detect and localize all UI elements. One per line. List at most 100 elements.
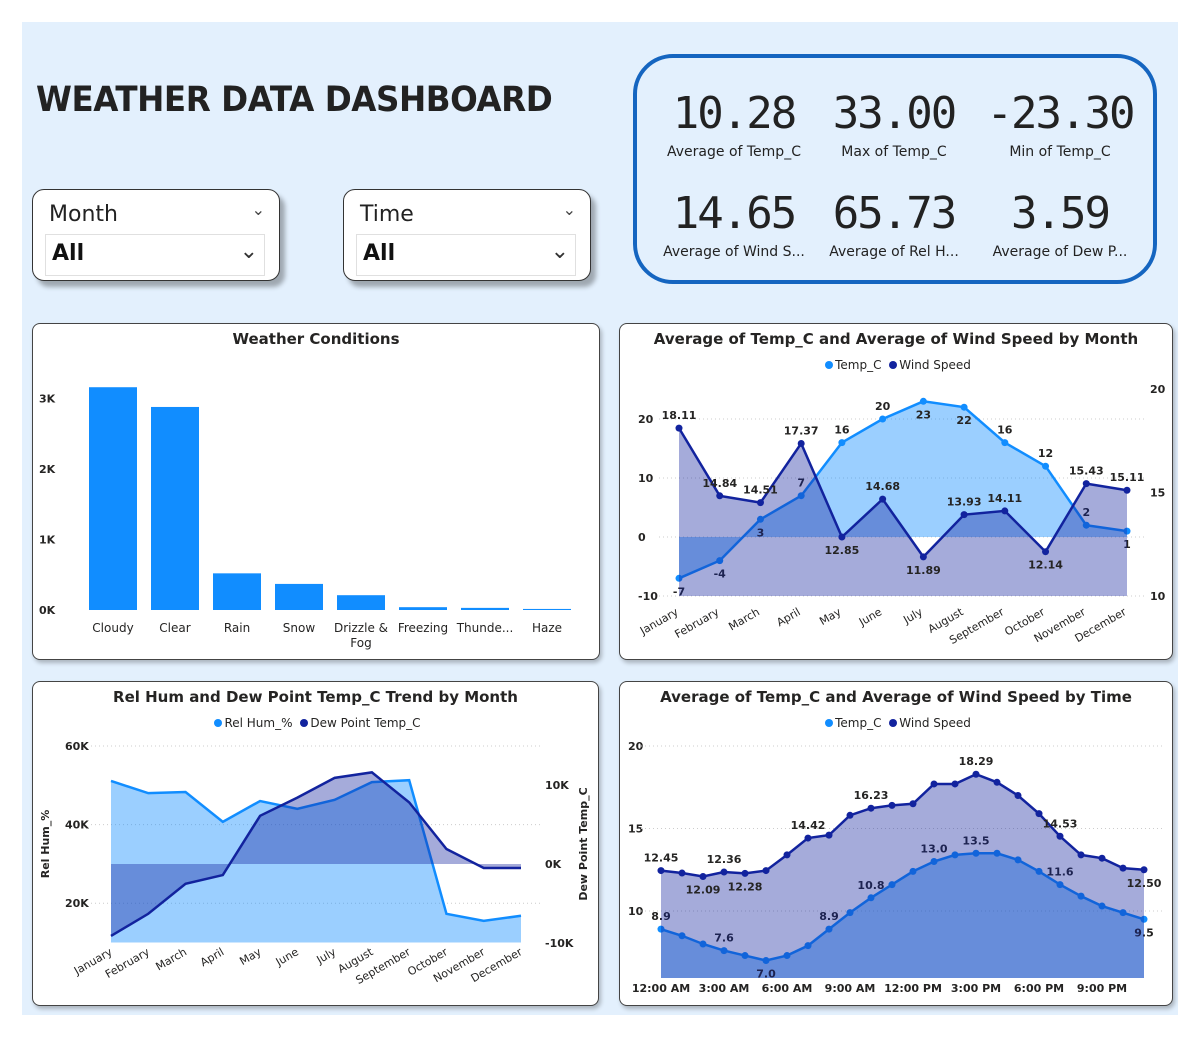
legend-item[interactable]: Wind Speed bbox=[899, 358, 971, 372]
chart-legend: Rel Hum_% Dew Point Temp_C bbox=[33, 716, 598, 730]
month-dropdown[interactable]: All ⌄ bbox=[45, 234, 265, 276]
data-point bbox=[1140, 915, 1148, 923]
legend-item[interactable]: Wind Speed bbox=[899, 716, 971, 730]
chevron-down-icon[interactable]: ⌄ bbox=[239, 239, 258, 264]
data-point bbox=[804, 834, 812, 842]
data-label: 12.28 bbox=[728, 880, 763, 893]
x-tick-label: Thunde... bbox=[456, 621, 514, 635]
data-label: 1 bbox=[1123, 538, 1131, 551]
data-point bbox=[972, 849, 980, 857]
data-label: -4 bbox=[714, 568, 727, 581]
chart-legend: Temp_C Wind Speed bbox=[620, 358, 1172, 372]
legend-marker bbox=[889, 361, 898, 369]
kpi-value: 10.28 bbox=[672, 88, 797, 139]
data-label: 2 bbox=[1082, 506, 1090, 519]
temp-wind-by-time-chart[interactable]: Average of Temp_C and Average of Wind Sp… bbox=[619, 681, 1173, 1006]
bar bbox=[337, 595, 385, 610]
kpi-label: Max of Temp_C bbox=[841, 144, 947, 160]
bar bbox=[151, 406, 199, 610]
data-point bbox=[699, 873, 707, 881]
data-point bbox=[930, 858, 938, 865]
series-area bbox=[679, 428, 1127, 596]
series-line bbox=[677, 427, 1128, 559]
chart-title: Rel Hum and Dew Point Temp_C Trend by Mo… bbox=[113, 688, 518, 706]
kpi-label: Average of Wind S... bbox=[663, 244, 805, 260]
data-point bbox=[1001, 507, 1009, 515]
temp-wind-by-month-chart[interactable]: Average of Temp_C and Average of Wind Sp… bbox=[619, 323, 1173, 660]
x-tick-label: February bbox=[673, 605, 722, 641]
chevron-down-icon[interactable]: ⌄ bbox=[251, 200, 265, 219]
series-area bbox=[679, 401, 1127, 579]
data-label: 14.53 bbox=[1043, 817, 1078, 830]
data-point bbox=[846, 909, 854, 917]
data-point bbox=[993, 849, 1001, 857]
data-point bbox=[825, 925, 833, 933]
data-point bbox=[675, 574, 683, 582]
data-point bbox=[678, 932, 686, 940]
y-tick-label: 1K bbox=[39, 534, 56, 547]
chevron-down-icon[interactable]: ⌄ bbox=[562, 200, 576, 219]
slicer-label: Time bbox=[360, 202, 414, 227]
data-label: 7.0 bbox=[756, 968, 776, 981]
data-point bbox=[1119, 864, 1127, 872]
legend-marker bbox=[825, 361, 834, 369]
data-label: 14.11 bbox=[987, 492, 1022, 505]
data-point bbox=[1035, 867, 1043, 875]
x-tick-label: 3:00 AM bbox=[699, 982, 750, 995]
data-label: 16 bbox=[997, 424, 1013, 437]
y-tick-label-right: 20 bbox=[1150, 383, 1166, 396]
kpi-label: Average of Rel H... bbox=[829, 244, 959, 260]
data-point bbox=[1082, 521, 1090, 529]
data-point bbox=[960, 403, 968, 411]
bar bbox=[89, 387, 137, 610]
x-tick-label: May bbox=[237, 945, 264, 968]
data-point bbox=[972, 770, 980, 778]
legend-marker bbox=[300, 719, 309, 727]
data-label: 7 bbox=[797, 477, 805, 490]
data-point bbox=[909, 867, 917, 875]
y-tick-label-right: 0K bbox=[545, 858, 562, 871]
data-point bbox=[1014, 792, 1022, 799]
month-slicer[interactable]: Month ⌄ All ⌄ bbox=[32, 189, 280, 281]
y-axis-title-right: Dew Point Temp_C bbox=[577, 787, 590, 900]
data-label: 18.11 bbox=[662, 409, 697, 422]
y-tick-label: 10 bbox=[638, 472, 654, 485]
legend-item[interactable]: Temp_C bbox=[835, 358, 882, 372]
x-tick-label: April bbox=[774, 605, 802, 629]
series-line bbox=[678, 400, 1128, 580]
slicer-value: All bbox=[363, 241, 396, 266]
chevron-down-icon[interactable]: ⌄ bbox=[550, 239, 569, 264]
kpi-value: 33.00 bbox=[832, 88, 957, 139]
data-label: 14.42 bbox=[791, 819, 826, 832]
legend-item[interactable]: Temp_C bbox=[835, 716, 882, 730]
legend-item[interactable]: Rel Hum_% bbox=[224, 716, 293, 730]
y-tick-label: 15 bbox=[628, 823, 643, 836]
x-tick-label: June bbox=[273, 945, 301, 969]
page-title: WEATHER DATA DASHBOARD bbox=[36, 80, 553, 120]
data-label: 9.5 bbox=[1134, 926, 1154, 939]
y-tick-label: 10 bbox=[628, 905, 644, 918]
bar bbox=[399, 607, 447, 610]
kpi-label: Average of Temp_C bbox=[667, 144, 801, 160]
y-tick-label: 0K bbox=[39, 604, 56, 617]
relhum-dewpoint-chart[interactable]: Rel Hum and Dew Point Temp_C Trend by Mo… bbox=[32, 681, 599, 1006]
x-tick-label: July bbox=[314, 945, 339, 967]
chart-title: Average of Temp_C and Average of Wind Sp… bbox=[653, 330, 1139, 348]
x-tick-label: July bbox=[900, 605, 925, 627]
data-label: 7.6 bbox=[714, 932, 734, 945]
time-dropdown[interactable]: All ⌄ bbox=[356, 234, 576, 276]
time-slicer[interactable]: Time ⌄ All ⌄ bbox=[343, 189, 591, 281]
x-tick-label: Cloudy bbox=[92, 621, 133, 635]
data-label: 15.11 bbox=[1110, 471, 1145, 484]
legend-item[interactable]: Dew Point Temp_C bbox=[310, 716, 421, 730]
data-label: 14.51 bbox=[743, 484, 778, 497]
weather-conditions-chart[interactable]: Weather Conditions 0K 1K 2K 3K Cloudy Clear Ra… bbox=[32, 323, 600, 660]
line-chart-svg: -10 0 10 20 10 15 20 -7 -4 3 7 16 20 23 22 16 12 2 1 18.11 1… bbox=[637, 383, 1166, 647]
data-label: 14.68 bbox=[865, 480, 900, 493]
kpi-label: Average of Dew P... bbox=[992, 244, 1128, 260]
x-tick-label: Fog bbox=[350, 636, 371, 650]
data-label: 13.5 bbox=[962, 834, 989, 847]
bar-chart-svg: 0K 1K 2K 3K Cloudy Clear Rain Snow Drizzle &Fog F… bbox=[39, 387, 571, 650]
data-label: 16 bbox=[834, 424, 850, 437]
series-area bbox=[661, 774, 1144, 978]
